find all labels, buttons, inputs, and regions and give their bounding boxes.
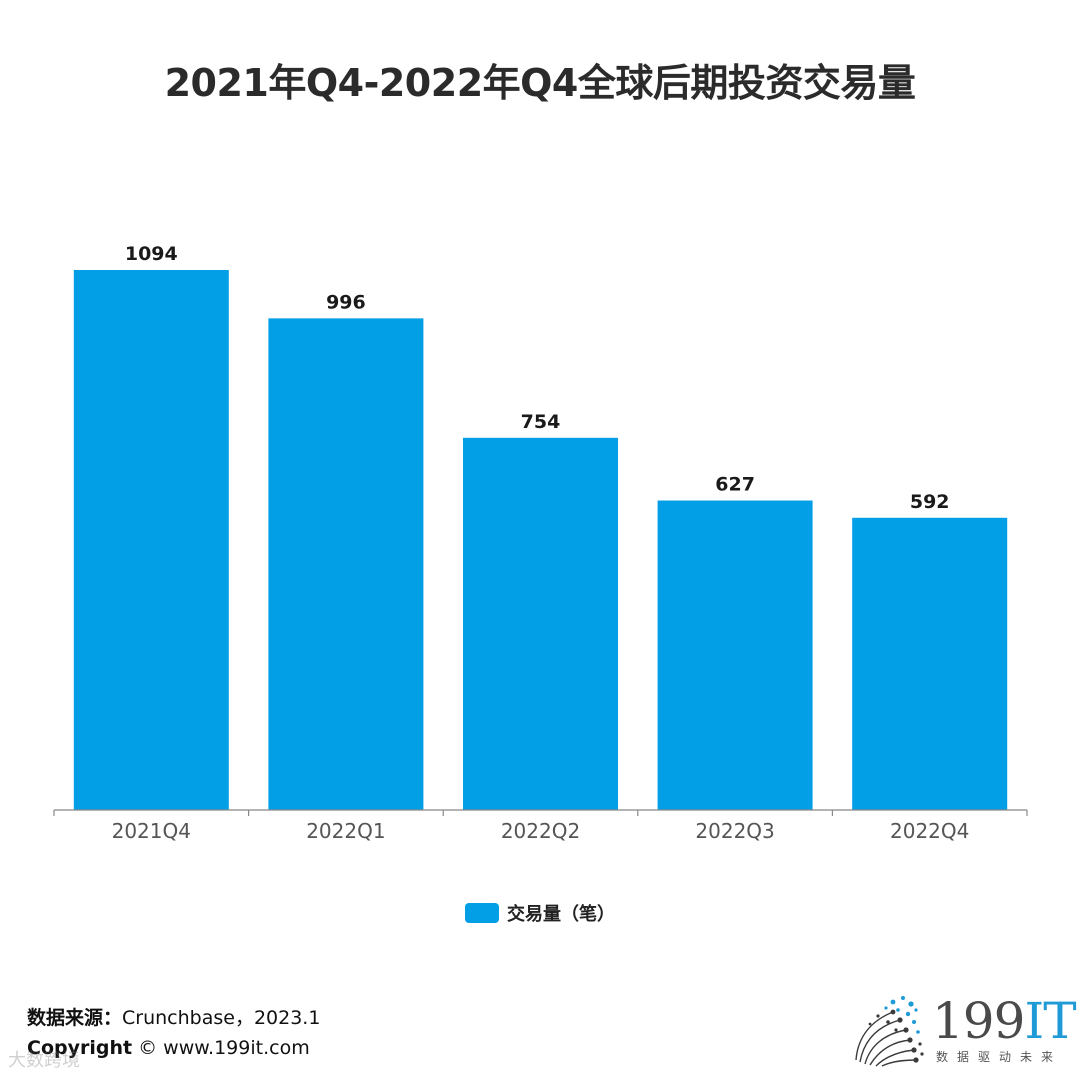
data-label-2022Q4: 592 bbox=[910, 491, 950, 513]
x-tick-label-2021Q4: 2021Q4 bbox=[112, 819, 191, 843]
logo-tagline: 数据驱动未来 bbox=[936, 1050, 1063, 1064]
bar-2022Q3 bbox=[657, 500, 813, 810]
data-label-2021Q4: 1094 bbox=[125, 243, 178, 265]
x-tick-label-2022Q3: 2022Q3 bbox=[695, 819, 774, 843]
legend-swatch bbox=[465, 903, 499, 923]
logo-accent: IT bbox=[1024, 992, 1076, 1050]
brand-logo: 199IT 数据驱动未来 bbox=[848, 990, 1077, 1070]
legend: 交易量（笔） bbox=[0, 900, 1080, 926]
watermark: 大数跨境 bbox=[8, 1050, 80, 1071]
data-label-2022Q1: 996 bbox=[326, 291, 366, 313]
data-label-2022Q2: 754 bbox=[521, 411, 561, 433]
logo-mark-icon bbox=[855, 996, 924, 1067]
chart-title: 2021年Q4-2022年Q4全球后期投资交易量 bbox=[164, 61, 916, 105]
logo-wordmark: 199IT bbox=[932, 992, 1077, 1050]
bar-2022Q1 bbox=[268, 318, 424, 810]
data-label-2022Q3: 627 bbox=[715, 474, 755, 496]
bar-chart: 1094 996 754 627 592 2021Q4 2022Q1 2022Q2 2022Q… bbox=[53, 243, 1028, 843]
logo-main: 199 bbox=[932, 992, 1025, 1050]
bar-2021Q4 bbox=[73, 270, 229, 810]
x-tick-label-2022Q2: 2022Q2 bbox=[501, 819, 580, 843]
copyright-label: Copyright bbox=[27, 1037, 133, 1059]
bars-layer bbox=[73, 270, 1008, 810]
x-tick-label-2022Q1: 2022Q1 bbox=[306, 819, 385, 843]
copyright: Copyright © www.199it.com bbox=[27, 1037, 310, 1059]
data-source: 数据来源：Crunchbase，2023.1 bbox=[27, 1003, 320, 1030]
bar-2022Q2 bbox=[463, 437, 618, 810]
copyright-url[interactable]: www.199it.com bbox=[163, 1037, 310, 1059]
x-tick-label-2022Q4: 2022Q4 bbox=[890, 819, 969, 843]
bar-2022Q4 bbox=[852, 517, 1008, 810]
data-labels-layer: 1094 996 754 627 592 bbox=[125, 243, 950, 513]
x-axis: 2021Q4 2022Q1 2022Q2 2022Q3 2022Q4 bbox=[53, 809, 1028, 843]
legend-label: 交易量（笔） bbox=[507, 904, 615, 925]
source-value: Crunchbase，2023.1 bbox=[122, 1007, 321, 1029]
source-label: 数据来源： bbox=[27, 1007, 123, 1029]
copyright-symbol: © bbox=[138, 1037, 158, 1059]
